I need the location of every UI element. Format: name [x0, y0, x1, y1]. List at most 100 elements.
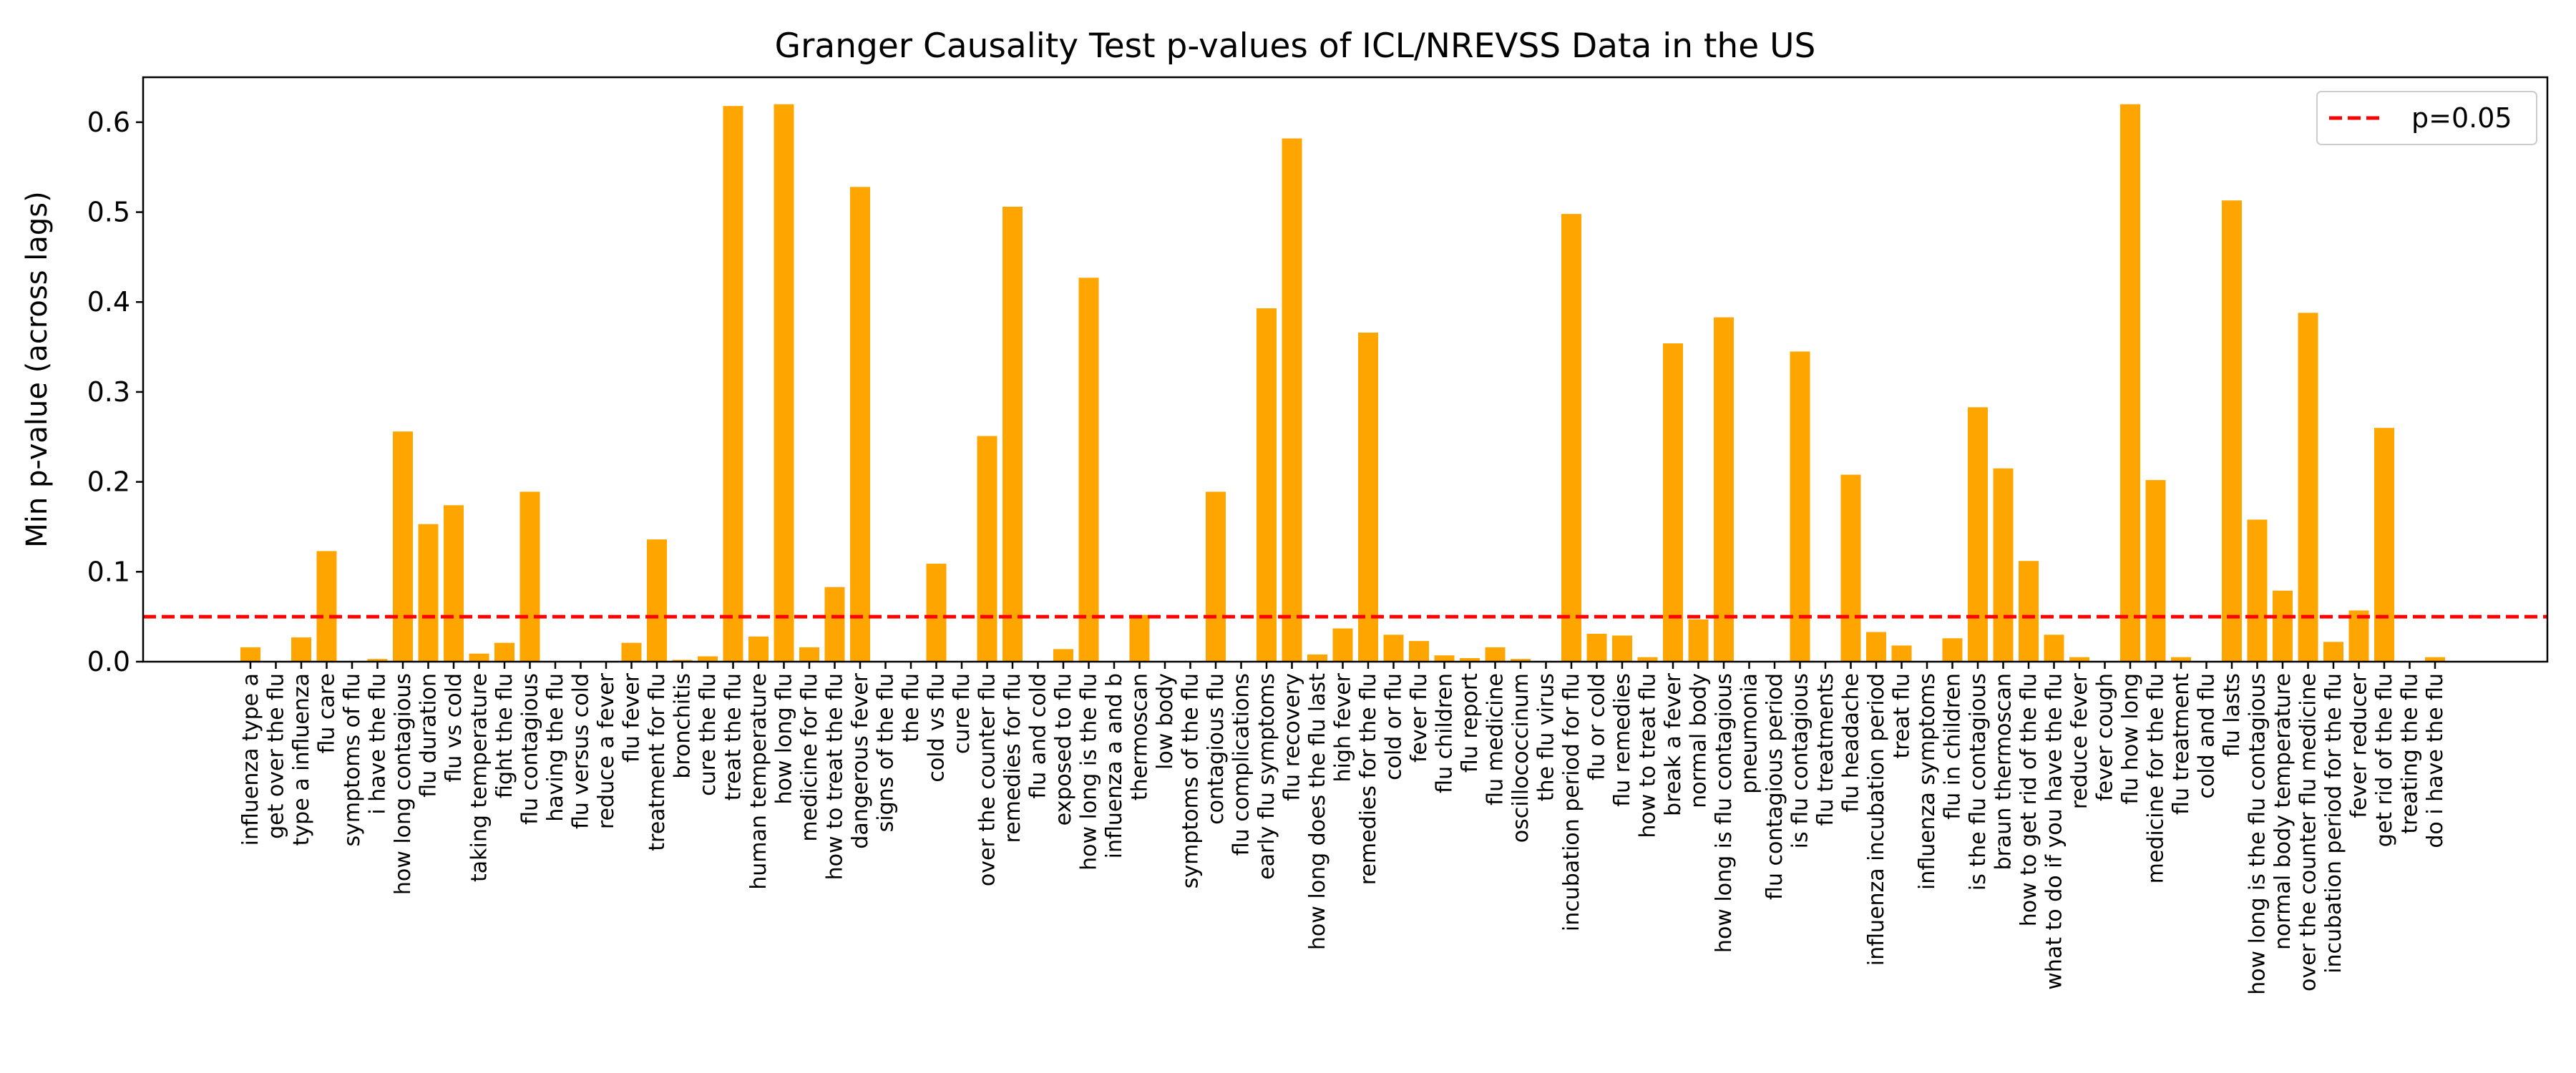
x-tick-label: flu or cold: [1585, 673, 1610, 780]
x-tick-label: is flu contagious: [1788, 673, 1813, 848]
y-tick-label: 0.2: [87, 466, 130, 498]
x-tick-label: get over the flu: [264, 673, 289, 839]
x-tick-label: thermoscan: [1128, 673, 1153, 800]
x-tick-label: treatment for flu: [645, 673, 670, 851]
bar: [2425, 657, 2445, 662]
x-tick-label: symptoms of the flu: [1179, 673, 1204, 888]
x-tick-label: treating the flu: [2398, 673, 2423, 834]
x-tick-label: taking temperature: [467, 673, 492, 882]
x-tick-label: how long is flu contagious: [1712, 673, 1737, 953]
bar: [2323, 642, 2343, 662]
x-tick-label: early flu symptoms: [1254, 673, 1279, 880]
x-tick-label: do i have the flu: [2423, 673, 2448, 848]
bar: [2120, 104, 2140, 662]
bar: [1206, 491, 1226, 662]
bar: [799, 647, 819, 662]
x-tick-label: medicine for flu: [797, 673, 822, 842]
bar: [1688, 619, 1709, 662]
bar: [1485, 647, 1506, 662]
legend-box: [2316, 91, 2537, 145]
x-tick-label: flu remedies: [1610, 673, 1635, 807]
bar: [1332, 628, 1353, 662]
bar: [519, 491, 540, 662]
x-tick-label: get rid of the flu: [2372, 673, 2397, 847]
bar: [1561, 214, 1581, 662]
x-tick-label: fever flu: [1407, 673, 1432, 763]
plot-frame: [142, 76, 2549, 663]
x-tick-label: reduce a fever: [594, 672, 619, 829]
bar: [1129, 614, 1150, 662]
bar: [748, 636, 769, 662]
x-tick-label: type a influenza: [289, 673, 314, 846]
bar: [1612, 635, 1632, 662]
x-tick-label: how long is the flu contagious: [2245, 673, 2270, 995]
x-tick-label: cure flu: [950, 673, 975, 754]
x-tick-label: flu complications: [1229, 673, 1254, 856]
x-tick-label: is the flu contagious: [1966, 673, 1991, 891]
bar: [1968, 407, 1988, 662]
x-tick-label: influenza type a: [238, 673, 263, 846]
bar: [1714, 317, 1734, 662]
x-tick-label: the flu virus: [1534, 673, 1559, 801]
bar: [1434, 655, 1455, 662]
y-tick-label: 0.4: [87, 286, 130, 318]
x-axis: influenza type a get over the flu type a i…: [238, 662, 2448, 995]
bar: [1307, 654, 1327, 662]
bar: [367, 659, 388, 662]
x-tick-label: flu children: [1433, 673, 1458, 793]
x-tick-label: pneumonia: [1737, 673, 1762, 794]
x-tick-label: flu lasts: [2220, 673, 2245, 757]
x-tick-label: symptoms of flu: [340, 673, 365, 847]
x-tick-label: cold vs flu: [924, 673, 950, 783]
x-tick-label: flu contagious: [518, 673, 543, 825]
x-tick-label: remedies for flu: [1000, 673, 1025, 843]
bar: [2222, 200, 2242, 662]
bar: [444, 505, 464, 662]
x-tick-label: cold or flu: [1382, 673, 1407, 780]
x-tick-label: flu duration: [416, 673, 441, 798]
x-tick-label: cold and flu: [2195, 673, 2220, 799]
x-tick-label: flu report: [1458, 673, 1483, 773]
x-tick-label: flu recovery: [1280, 673, 1305, 801]
bar: [723, 106, 743, 662]
x-tick-label: normal body temperature: [2270, 673, 2296, 950]
bar: [1409, 641, 1429, 662]
bar: [698, 656, 718, 662]
x-tick-label: over the counter flu medicine: [2296, 673, 2321, 991]
x-tick-label: incubation period for the flu: [2321, 673, 2346, 974]
bar: [774, 104, 794, 662]
x-tick-label: flu vs cold: [441, 673, 467, 783]
x-tick-label: exposed to flu: [1051, 673, 1076, 825]
bar: [1942, 638, 1963, 662]
x-tick-label: flu headache: [1839, 673, 1864, 813]
x-tick-label: normal body: [1687, 673, 1712, 808]
bar: [1053, 649, 1073, 662]
x-tick-label: flu how long: [2118, 673, 2143, 805]
x-tick-label: cure the flu: [696, 673, 721, 796]
x-tick-label: treat the flu: [721, 673, 746, 800]
bar: [494, 642, 514, 662]
bar: [1586, 634, 1607, 662]
bar: [2171, 657, 2191, 662]
bar: [1282, 138, 1302, 662]
bar: [418, 524, 439, 662]
x-tick-label: how to treat flu: [1636, 673, 1661, 838]
bar: [1993, 468, 2014, 662]
bar: [1460, 658, 1480, 662]
x-tick-label: flu treatment: [2169, 673, 2194, 815]
x-tick-label: oscillococcinum: [1508, 673, 1533, 843]
bar: [977, 436, 997, 662]
bar: [469, 653, 489, 662]
x-tick-label: fever cough: [2093, 673, 2118, 801]
x-tick-label: how long does the flu last: [1305, 673, 1330, 950]
x-tick-label: how long contagious: [391, 673, 416, 895]
bar: [1866, 632, 1886, 662]
x-tick-label: human temperature: [746, 673, 771, 890]
bar: [2247, 519, 2268, 662]
x-tick-label: dangerous fever: [848, 672, 873, 848]
x-tick-label: influenza a and b: [1102, 673, 1127, 858]
x-tick-label: fight the flu: [492, 673, 517, 798]
x-tick-label: flu contagious period: [1762, 673, 1787, 900]
x-tick-label: reduce fever: [2067, 672, 2092, 809]
